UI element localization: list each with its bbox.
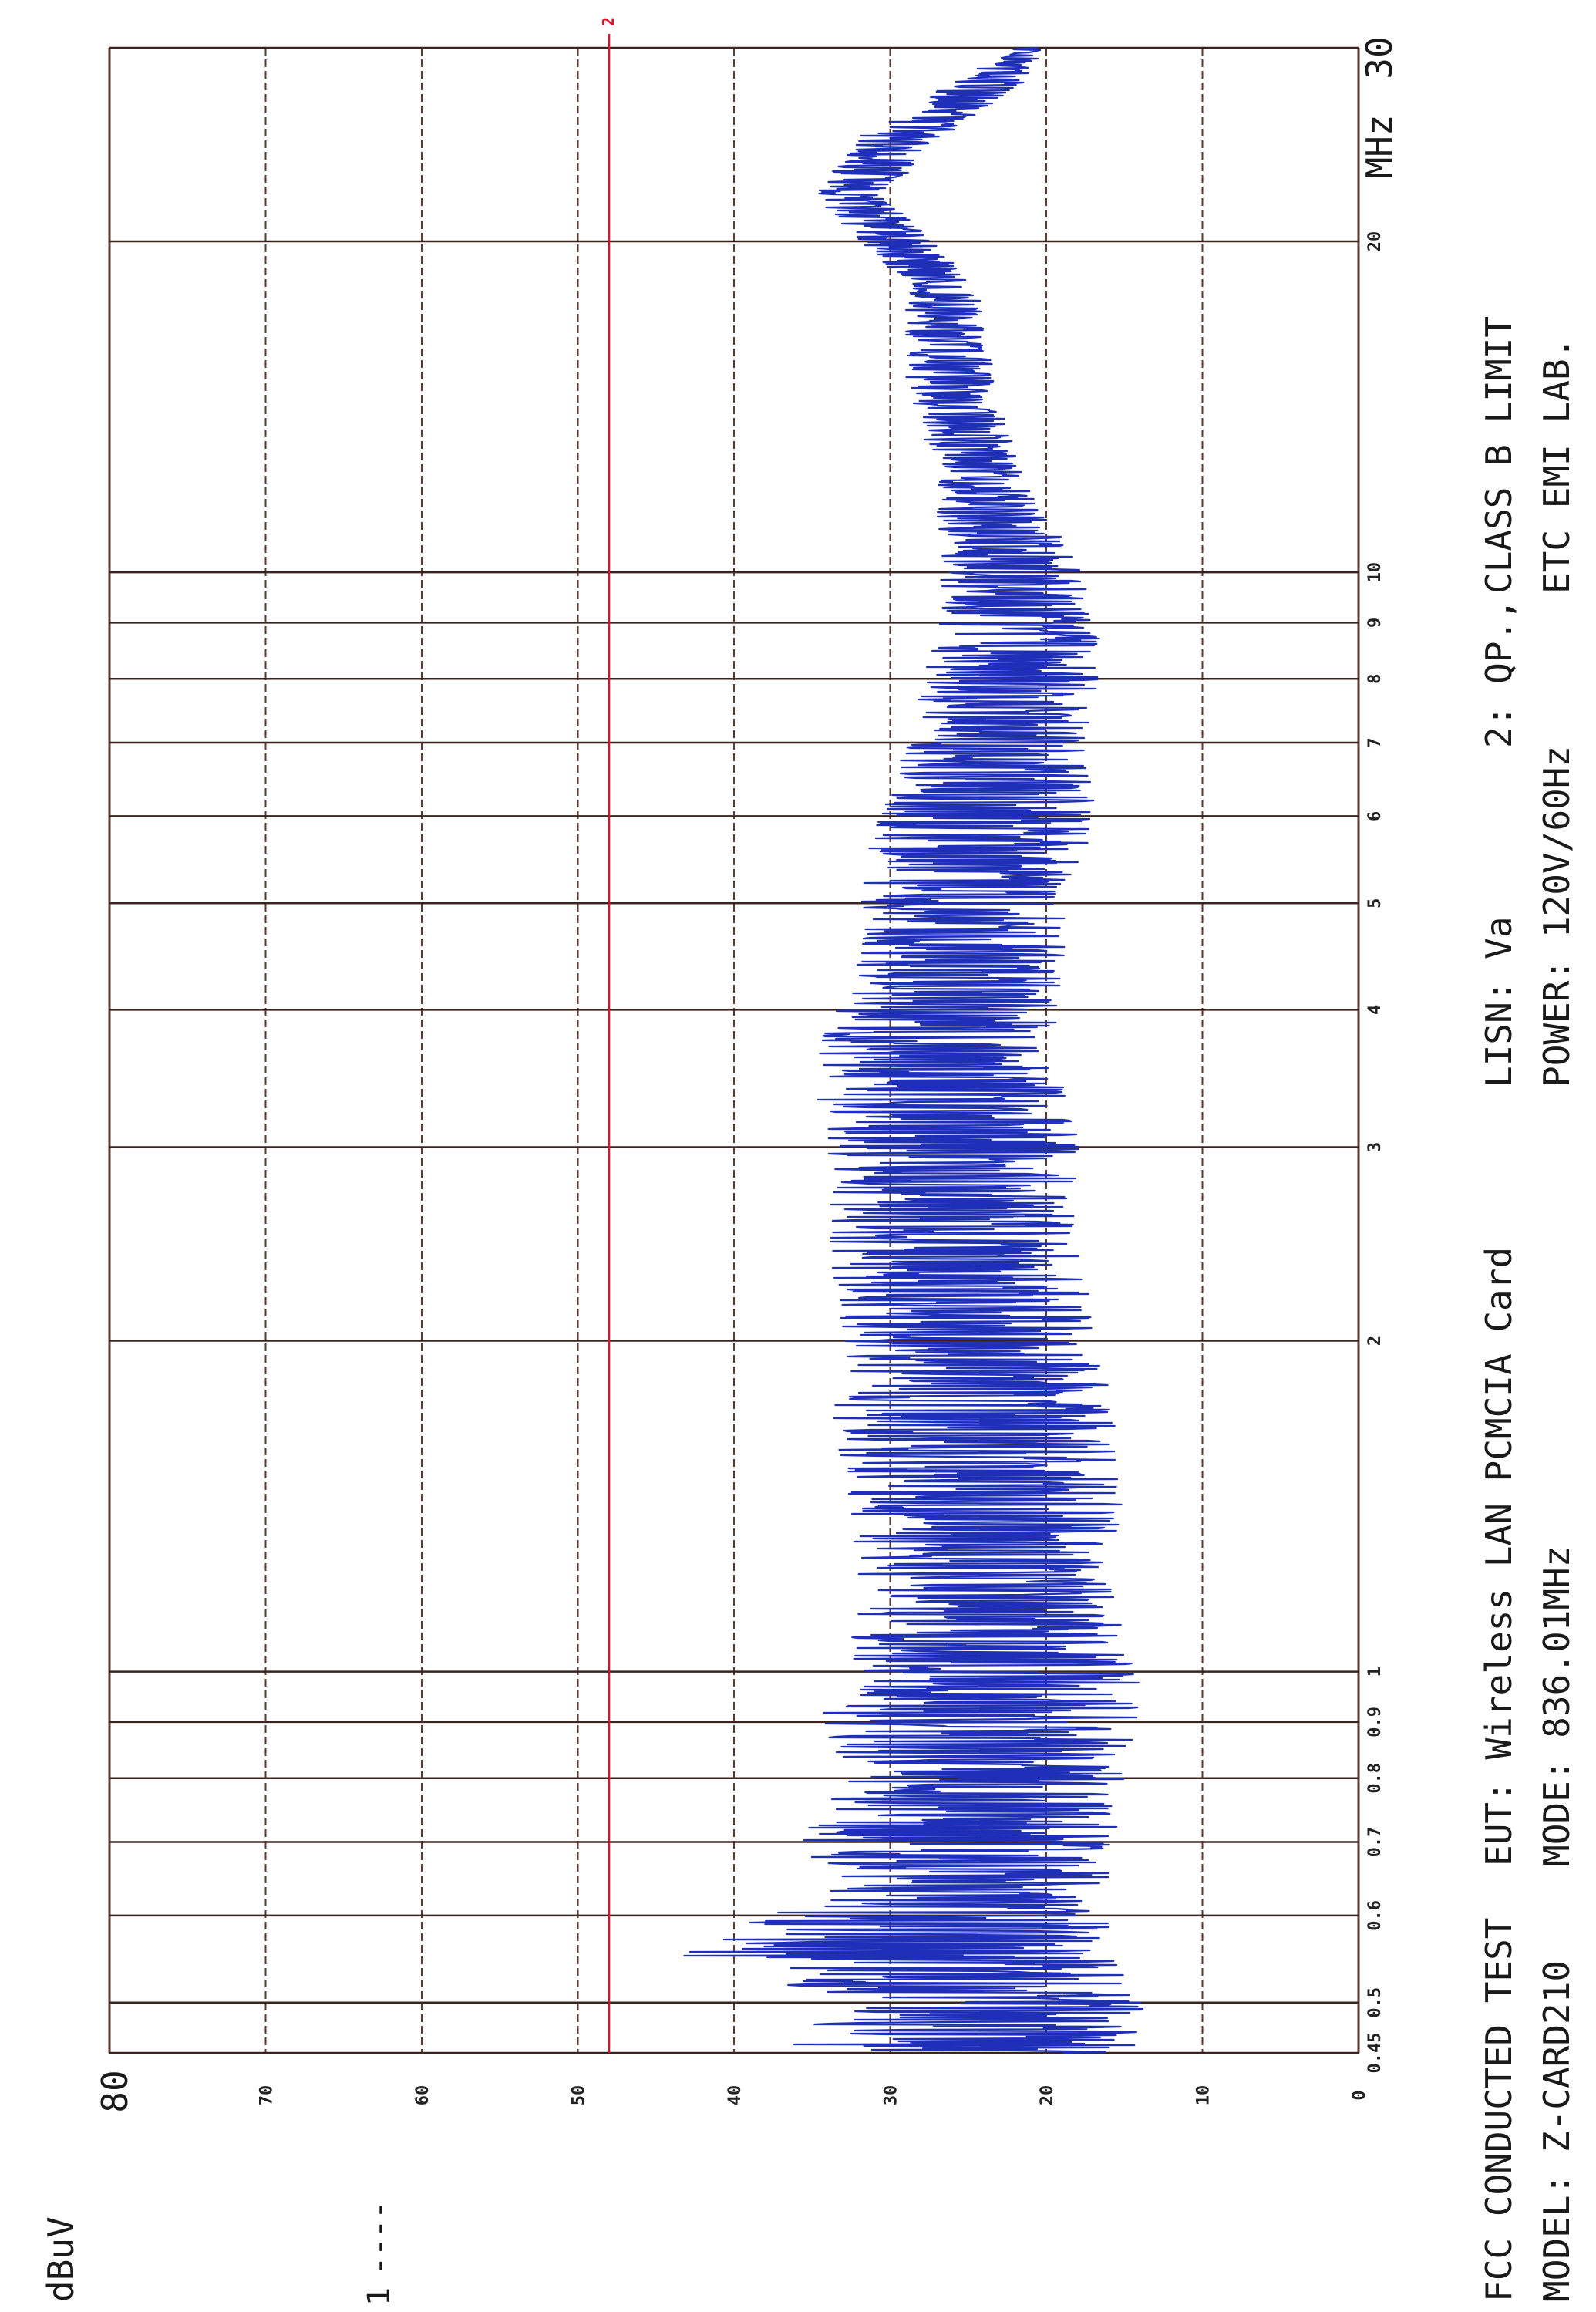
y-tick-label: 30 — [882, 2085, 901, 2106]
tick-labels: 0 10 20 30 40 50 60 70 0.45 0.5 0.6 0.7 0.8 0.9 1 2 3 4 5 6… — [258, 231, 1386, 2105]
power-label: POWER: 120V/60Hz — [1536, 746, 1577, 1087]
mode-label: MODE: 836.01MHz — [1536, 1546, 1577, 1866]
x-tick-label: 0.7 — [1365, 1827, 1385, 1858]
x-tick-label: 4 — [1365, 1005, 1385, 1015]
y-tick-label: 50 — [570, 2085, 589, 2106]
limit-line-group: 2 — [599, 17, 618, 2053]
x-tick-label: 0.5 — [1365, 1987, 1385, 2018]
legend-mark: 1 — [362, 2287, 397, 2306]
x-tick-label: 0.6 — [1365, 1900, 1385, 1931]
eut-label: EUT: Wireless LAN PCMCIA Card — [1478, 1247, 1520, 1866]
x-tick-label: 0.8 — [1365, 1763, 1385, 1794]
chart-grid — [108, 46, 1360, 2054]
x-tick-label: 6 — [1365, 811, 1385, 821]
emission-trace — [683, 46, 1143, 2054]
test-title: FCC CONDUCTED TEST — [1478, 1918, 1520, 2303]
x-axis-end-label: 30 — [1359, 36, 1400, 79]
x-tick-label: 5 — [1365, 898, 1385, 908]
y-tick-label: 20 — [1038, 2085, 1057, 2106]
y-axis-title: dBuV — [40, 2216, 82, 2302]
limit-line-label: 2 — [599, 17, 618, 26]
limit-class-label: CLASS B LIMIT — [1478, 316, 1520, 594]
y-tick-label: 60 — [413, 2085, 433, 2106]
y-tick-label: 70 — [258, 2085, 277, 2106]
x-tick-label: 20 — [1365, 231, 1385, 252]
x-tick-label: 1 — [1365, 1667, 1385, 1677]
x-tick-label: 0.9 — [1365, 1707, 1385, 1737]
y-tick-label: 10 — [1194, 2085, 1214, 2106]
lisn-label: LISN: Va — [1478, 916, 1520, 1087]
y-tick-label: 40 — [726, 2085, 745, 2106]
x-tick-label: 2 — [1365, 1336, 1385, 1346]
x-tick-label: 9 — [1365, 618, 1385, 628]
x-tick-label: 0.45 — [1365, 2033, 1385, 2074]
detector-label: 2: QP., — [1478, 598, 1520, 748]
x-tick-label: 8 — [1365, 674, 1385, 684]
lab-label: ETC EMI LAB. — [1536, 338, 1577, 594]
model-label: MODEL: Z-CARD210 — [1536, 1960, 1577, 2302]
x-axis-unit: MHz — [1359, 114, 1400, 178]
series-line — [683, 46, 1143, 2054]
x-tick-label: 10 — [1365, 562, 1385, 583]
x-tick-label: 3 — [1365, 1142, 1385, 1152]
y-axis-top-value: 80 — [94, 2070, 136, 2112]
y-tick-label: 0 — [1350, 2090, 1369, 2100]
legend-line: ---- — [362, 2201, 397, 2275]
x-tick-label: 7 — [1365, 737, 1385, 747]
